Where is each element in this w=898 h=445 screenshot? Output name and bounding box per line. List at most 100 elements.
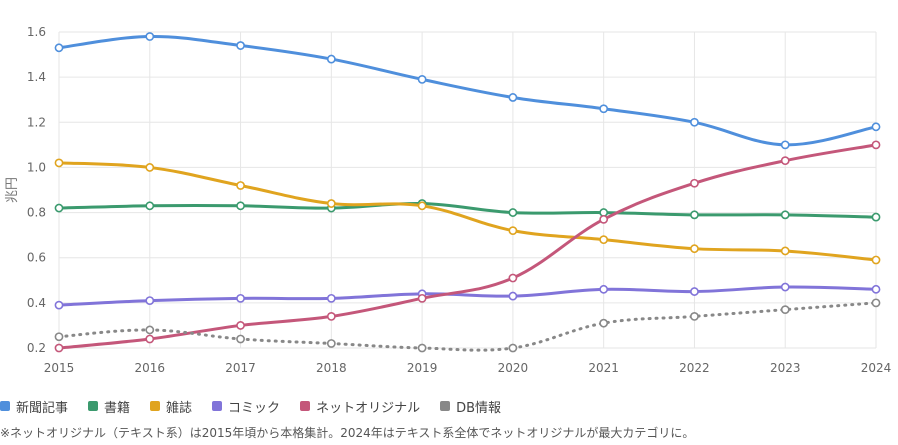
series-0: [54, 32, 881, 150]
series-line: [57, 301, 878, 352]
legend-label: 書籍: [104, 400, 131, 416]
legend-label: ネットオリジナル: [316, 400, 421, 416]
data-point: [871, 298, 881, 308]
data-point: [690, 178, 699, 188]
x-tick-label: 2023: [770, 361, 801, 375]
line-chart: 0.2 0.4 0.6 0.8 1.0 1.2 1.4 1.6 2015 2016 2017 201…: [5, 25, 892, 375]
data-point: [145, 201, 155, 211]
data-point: [780, 246, 790, 256]
legend-label: コミック: [228, 400, 281, 416]
x-tick-label: 2021: [588, 361, 619, 375]
data-point: [236, 293, 245, 303]
data-point: [326, 339, 336, 348]
data-point: [326, 54, 336, 64]
data-point: [690, 311, 699, 321]
data-point: [508, 208, 518, 217]
data-point: [690, 287, 699, 296]
data-point: [145, 334, 155, 344]
x-tick-label: 2019: [407, 361, 438, 375]
data-point: [871, 212, 881, 222]
legend-item[interactable]: 雑誌: [150, 397, 192, 416]
data-point: [417, 293, 427, 303]
y-tick-label: 0.6: [27, 251, 46, 265]
x-tick-label: 2017: [225, 361, 256, 375]
series-line: [57, 35, 878, 147]
data-point: [417, 201, 427, 211]
data-point: [326, 199, 336, 208]
legend-swatch: [300, 401, 311, 411]
data-point: [599, 284, 609, 294]
data-point: [780, 140, 790, 150]
series-line: [57, 161, 878, 262]
data-point: [780, 305, 790, 315]
y-tick-label: 1.2: [27, 115, 46, 129]
y-tick-label: 1.0: [27, 160, 46, 174]
data-point: [417, 343, 427, 353]
data-point: [508, 273, 518, 283]
legend: 新聞記事 書籍 雑誌 コミック ネットオリジナル DB情報: [0, 396, 521, 416]
data-point: [326, 311, 336, 321]
footnote: ※ネットオリジナル（テキスト系）は2015年頃から本格集計。2024年はテキスト…: [0, 426, 695, 440]
x-tick-label: 2016: [135, 361, 166, 375]
x-tick-label: 2022: [679, 361, 710, 375]
data-point: [871, 140, 881, 150]
series-4: [54, 140, 881, 353]
series-2: [54, 158, 881, 265]
y-tick-label: 0.2: [27, 341, 46, 355]
data-point: [236, 321, 245, 330]
legend-swatch: [440, 401, 451, 411]
data-point: [780, 156, 790, 166]
data-point: [780, 210, 790, 220]
data-point: [508, 226, 518, 236]
data-point: [508, 291, 518, 301]
series-line: [57, 285, 878, 307]
data-point: [599, 214, 609, 224]
data-point: [54, 343, 64, 353]
series-lines: [54, 32, 881, 353]
legend-swatch: [150, 401, 161, 411]
y-tick-label: 1.4: [27, 70, 46, 84]
legend-item[interactable]: 新聞記事: [0, 397, 68, 416]
x-tick-label: 2015: [44, 361, 75, 375]
legend-item[interactable]: コミック: [212, 397, 280, 416]
data-point: [236, 41, 245, 50]
data-point: [236, 334, 245, 344]
y-tick-label: 0.8: [27, 206, 46, 220]
series-line: [57, 201, 878, 219]
data-point: [145, 325, 155, 335]
data-point: [54, 332, 64, 342]
y-tick-label: 0.4: [27, 296, 46, 310]
data-point: [690, 244, 699, 254]
data-point: [54, 300, 64, 310]
legend-item[interactable]: DB情報: [440, 397, 501, 416]
data-point: [54, 43, 64, 53]
data-point: [871, 255, 881, 265]
legend-label: DB情報: [456, 400, 502, 416]
data-point: [871, 284, 881, 294]
data-point: [690, 117, 699, 127]
legend-item[interactable]: ネットオリジナル: [300, 397, 420, 416]
series-line: [57, 143, 878, 350]
x-axis-ticks: 2015 2016 2017 2018 2019 2020 2021 2022 2023 2024: [44, 361, 892, 375]
data-point: [145, 163, 155, 172]
legend-item[interactable]: 書籍: [88, 397, 130, 416]
data-point: [599, 104, 609, 114]
y-tick-label: 1.6: [27, 25, 46, 39]
data-point: [871, 122, 881, 132]
x-tick-label: 2018: [316, 361, 347, 375]
legend-swatch: [0, 401, 10, 411]
data-point: [326, 293, 336, 303]
y-axis-label: 兆円: [5, 177, 20, 203]
data-point: [508, 93, 518, 102]
data-point: [145, 32, 155, 41]
data-point: [236, 201, 245, 211]
data-point: [599, 318, 609, 328]
data-point: [508, 343, 518, 353]
legend-swatch: [88, 401, 99, 411]
data-point: [417, 75, 427, 84]
legend-label: 新聞記事: [16, 400, 69, 416]
data-point: [145, 296, 155, 305]
data-point: [690, 210, 699, 220]
x-tick-label: 2024: [861, 361, 892, 375]
data-point: [599, 235, 609, 245]
